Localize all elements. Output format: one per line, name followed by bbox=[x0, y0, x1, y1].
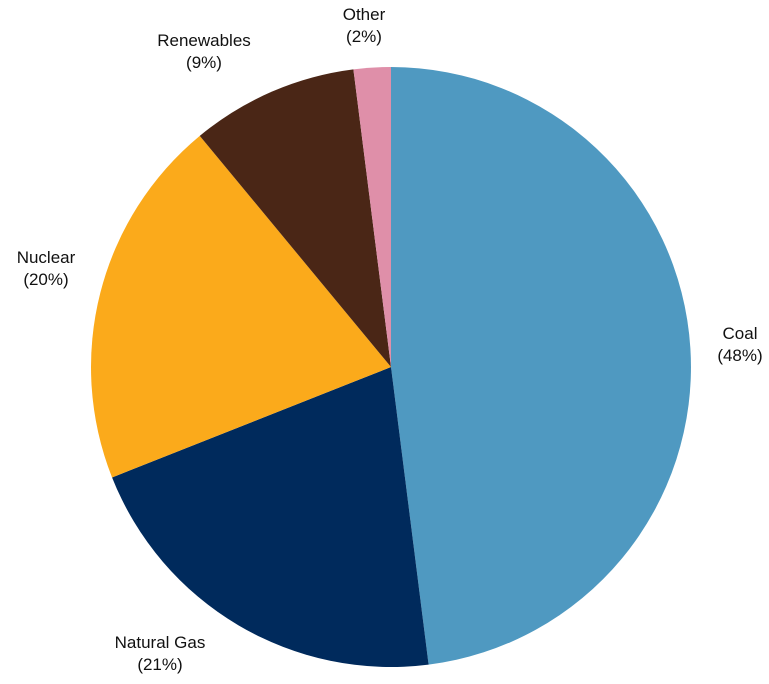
slice-percent-nuclear: (20%) bbox=[23, 270, 68, 289]
slice-percent-natural-gas: (21%) bbox=[137, 655, 182, 674]
slice-label-nuclear: Nuclear (20%) bbox=[17, 248, 76, 289]
pie-slice-natural-gas bbox=[112, 367, 429, 667]
slice-label-natural-gas: Natural Gas (21%) bbox=[115, 633, 206, 674]
slice-percent-coal: (48%) bbox=[717, 346, 762, 365]
pie-slice-coal bbox=[391, 67, 691, 665]
slice-percent-other: (2%) bbox=[346, 27, 382, 46]
slice-percent-renewables: (9%) bbox=[186, 53, 222, 72]
slice-name-other: Other bbox=[343, 5, 386, 24]
slice-label-other: Other (2%) bbox=[343, 5, 386, 46]
pie-slice-other bbox=[353, 67, 391, 367]
pie-labels: Coal (48%) Natural Gas (21%) Nuclear (20%) Ren… bbox=[17, 5, 763, 674]
slice-name-nuclear: Nuclear bbox=[17, 248, 76, 267]
pie-slice-renewables bbox=[199, 69, 391, 368]
slice-name-coal: Coal bbox=[723, 324, 758, 343]
slice-label-renewables: Renewables (9%) bbox=[157, 31, 251, 72]
pie-slices bbox=[91, 67, 691, 667]
slice-label-coal: Coal (48%) bbox=[717, 324, 762, 365]
pie-slice-nuclear bbox=[91, 135, 391, 478]
slice-name-renewables: Renewables bbox=[157, 31, 251, 50]
slice-name-natural-gas: Natural Gas bbox=[115, 633, 206, 652]
